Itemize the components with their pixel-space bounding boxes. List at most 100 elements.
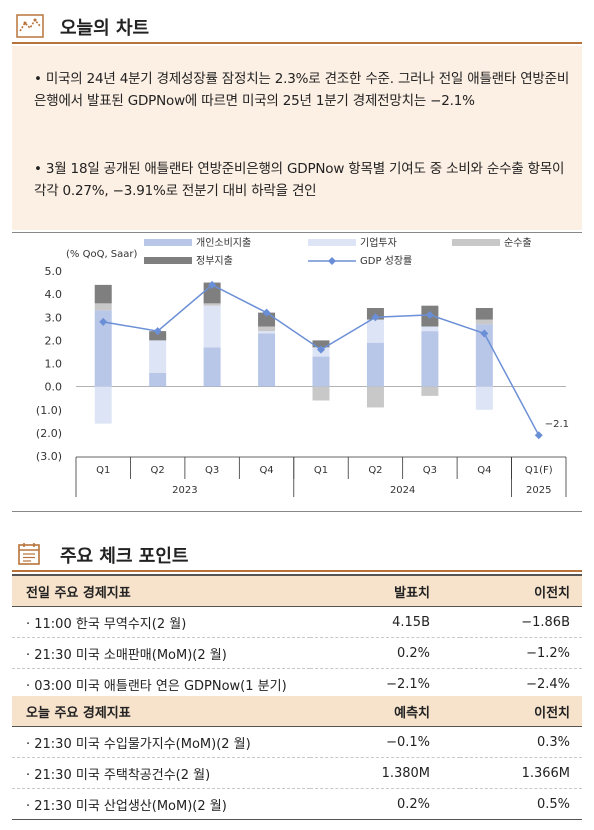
bar-segment <box>421 326 439 332</box>
gdp-chart-svg: 5.0 4.0 3.0 2.0 1.0 0.0 (1.0) (2.0) (3.0) (% QoQ,… <box>36 236 569 497</box>
indicator-name: · 03:00 미국 애틀랜타 연은 GDPNow(1 분기) <box>12 668 310 700</box>
legend-swatch <box>144 239 192 246</box>
y-tick-label: 1.0 <box>45 358 63 371</box>
y-tick-label: 0.0 <box>45 381 63 394</box>
table-row: · 03:00 미국 애틀랜타 연은 GDPNow(1 분기) −2.1% −2… <box>12 668 582 700</box>
gdp-point <box>208 280 217 289</box>
bar-segment <box>94 303 112 311</box>
actual-value: 4.15B <box>310 606 460 638</box>
bar-segment <box>149 340 167 373</box>
forecast-value: −0.1% <box>310 726 460 758</box>
bar-segment <box>258 326 276 332</box>
x-tick-label: Q1 <box>96 465 110 476</box>
gdp-point <box>262 308 271 317</box>
legend-marker <box>328 257 336 265</box>
bar-segment <box>475 319 493 325</box>
gdp-chart: 5.0 4.0 3.0 2.0 1.0 0.0 (1.0) (2.0) (3.0) (% QoQ,… <box>12 232 582 512</box>
y-tick-label: 3.0 <box>45 311 63 324</box>
table-header-cell: 오늘 주요 경제지표 <box>12 696 310 727</box>
y-tick-label: (2.0) <box>36 427 62 440</box>
y-tick-label: (1.0) <box>36 404 62 417</box>
bar-segment <box>475 386 493 410</box>
gdp-point <box>371 313 380 322</box>
actual-value: −2.1% <box>310 668 460 700</box>
table-row: · 21:30 미국 소매판매(MoM)(2 월) 0.2% −1.2% <box>12 637 582 669</box>
forecast-value: 0.2% <box>310 788 460 820</box>
gdp-point <box>534 431 543 440</box>
summary-bullet-2: • 3월 18일 공개된 애틀랜타 연방준비은행의 GDPNow 항목별 기여도… <box>34 161 565 199</box>
previous-value: −1.86B <box>460 606 582 638</box>
indicator-name: · 21:30 미국 산업생산(MoM)(2 월) <box>12 788 310 820</box>
previous-value: 1.366M <box>460 757 582 789</box>
table-row: · 21:30 미국 산업생산(MoM)(2 월) 0.2% 0.5% <box>12 788 582 820</box>
section-header-todays-chart: 오늘의 차트 <box>12 8 582 44</box>
summary-bullet-1: • 미국의 24년 4분기 경제성장률 잠정치는 2.3%로 견조한 수준. 그… <box>34 71 570 109</box>
calendar-icon <box>18 543 40 565</box>
y-tick-label: 5.0 <box>45 265 63 278</box>
bar-segment <box>475 308 493 320</box>
bar-segment <box>366 386 384 408</box>
x-tick-label: Q4 <box>477 465 491 476</box>
gdp-point <box>425 310 434 319</box>
x-tick-label: Q2 <box>151 465 165 476</box>
legend-swatch <box>452 239 500 246</box>
bar-segment <box>258 331 276 334</box>
legend-swatch <box>144 257 192 264</box>
today-indicators-table: 오늘 주요 경제지표 예측치 이전치 · 21:30 미국 수입물가지수(MoM… <box>12 696 582 820</box>
table-row: · 11:00 한국 무역수지(2 월) 4.15B −1.86B <box>12 606 582 638</box>
table-header-row: 전일 주요 경제지표 발표치 이전치 <box>12 575 582 607</box>
gdp-point <box>99 317 108 326</box>
table-row: · 21:30 미국 수입물가지수(MoM)(2 월) −0.1% 0.3% <box>12 726 582 758</box>
x-tick-label: Q1(F) <box>525 465 553 476</box>
gdp-point <box>153 327 162 336</box>
indicator-name: · 11:00 한국 무역수지(2 월) <box>12 606 310 638</box>
bar-segment <box>258 333 276 387</box>
y-tick-label: 2.0 <box>45 334 63 347</box>
bar-segment <box>312 340 330 348</box>
gdp-point <box>480 329 489 338</box>
indicator-name: · 21:30 미국 소매판매(MoM)(2 월) <box>12 637 310 669</box>
previous-value: 0.3% <box>460 726 582 758</box>
legend-label: 정부지출 <box>196 255 233 267</box>
bar-segment <box>149 372 167 387</box>
previous-value: −2.4% <box>460 668 582 700</box>
table-header-row: 오늘 주요 경제지표 예측치 이전치 <box>12 696 582 727</box>
bar-segment <box>366 342 384 387</box>
prev-day-indicators-table: 전일 주요 경제지표 발표치 이전치 · 11:00 한국 무역수지(2 월) … <box>12 574 582 700</box>
legend-label: GDP 성장률 <box>360 255 412 267</box>
y-tick-label: (3.0) <box>36 450 62 463</box>
gdp-point <box>317 345 325 354</box>
previous-value: −1.2% <box>460 637 582 669</box>
table-row: · 21:30 미국 주택착공건수(2 월) 1.380M 1.366M <box>12 757 582 789</box>
trend-chart-icon <box>16 14 44 38</box>
section-title: 오늘의 차트 <box>60 18 150 39</box>
bar-segment <box>421 386 439 396</box>
indicator-name: · 21:30 미국 수입물가지수(MoM)(2 월) <box>12 726 310 758</box>
x-tick-label: Q4 <box>259 465 273 476</box>
x-tick-label: Q1 <box>314 465 328 476</box>
x-tick-label: Q2 <box>368 465 382 476</box>
bar-segment <box>94 310 112 387</box>
summary-box: • 미국의 24년 4분기 경제성장률 잠정치는 2.3%로 견조한 수준. 그… <box>12 46 582 230</box>
x-tick-label: Q3 <box>423 465 437 476</box>
table-header-cell: 예측치 <box>310 696 460 727</box>
table-header-cell: 발표치 <box>310 575 460 607</box>
bar-segment <box>94 284 112 304</box>
section-title: 주요 체크 포인트 <box>60 546 189 567</box>
bar-segment <box>203 305 221 348</box>
bar-segment <box>94 386 112 424</box>
legend-label: 개인소비지출 <box>196 237 251 249</box>
bar-segment <box>203 303 221 306</box>
bar-segment <box>421 331 439 387</box>
bar-segment <box>366 319 384 343</box>
y-unit-label: (% QoQ, Saar) <box>66 249 138 260</box>
table-header-cell: 전일 주요 경제지표 <box>12 575 310 607</box>
x-group-label: 2024 <box>390 485 415 496</box>
previous-value: 0.5% <box>460 788 582 820</box>
legend-label: 순수출 <box>504 237 532 249</box>
x-group-label: 2023 <box>172 485 197 496</box>
table-header-cell: 이전치 <box>460 696 582 727</box>
table-header-cell: 이전치 <box>460 575 582 607</box>
bar-segment <box>149 331 167 341</box>
actual-value: 0.2% <box>310 637 460 669</box>
